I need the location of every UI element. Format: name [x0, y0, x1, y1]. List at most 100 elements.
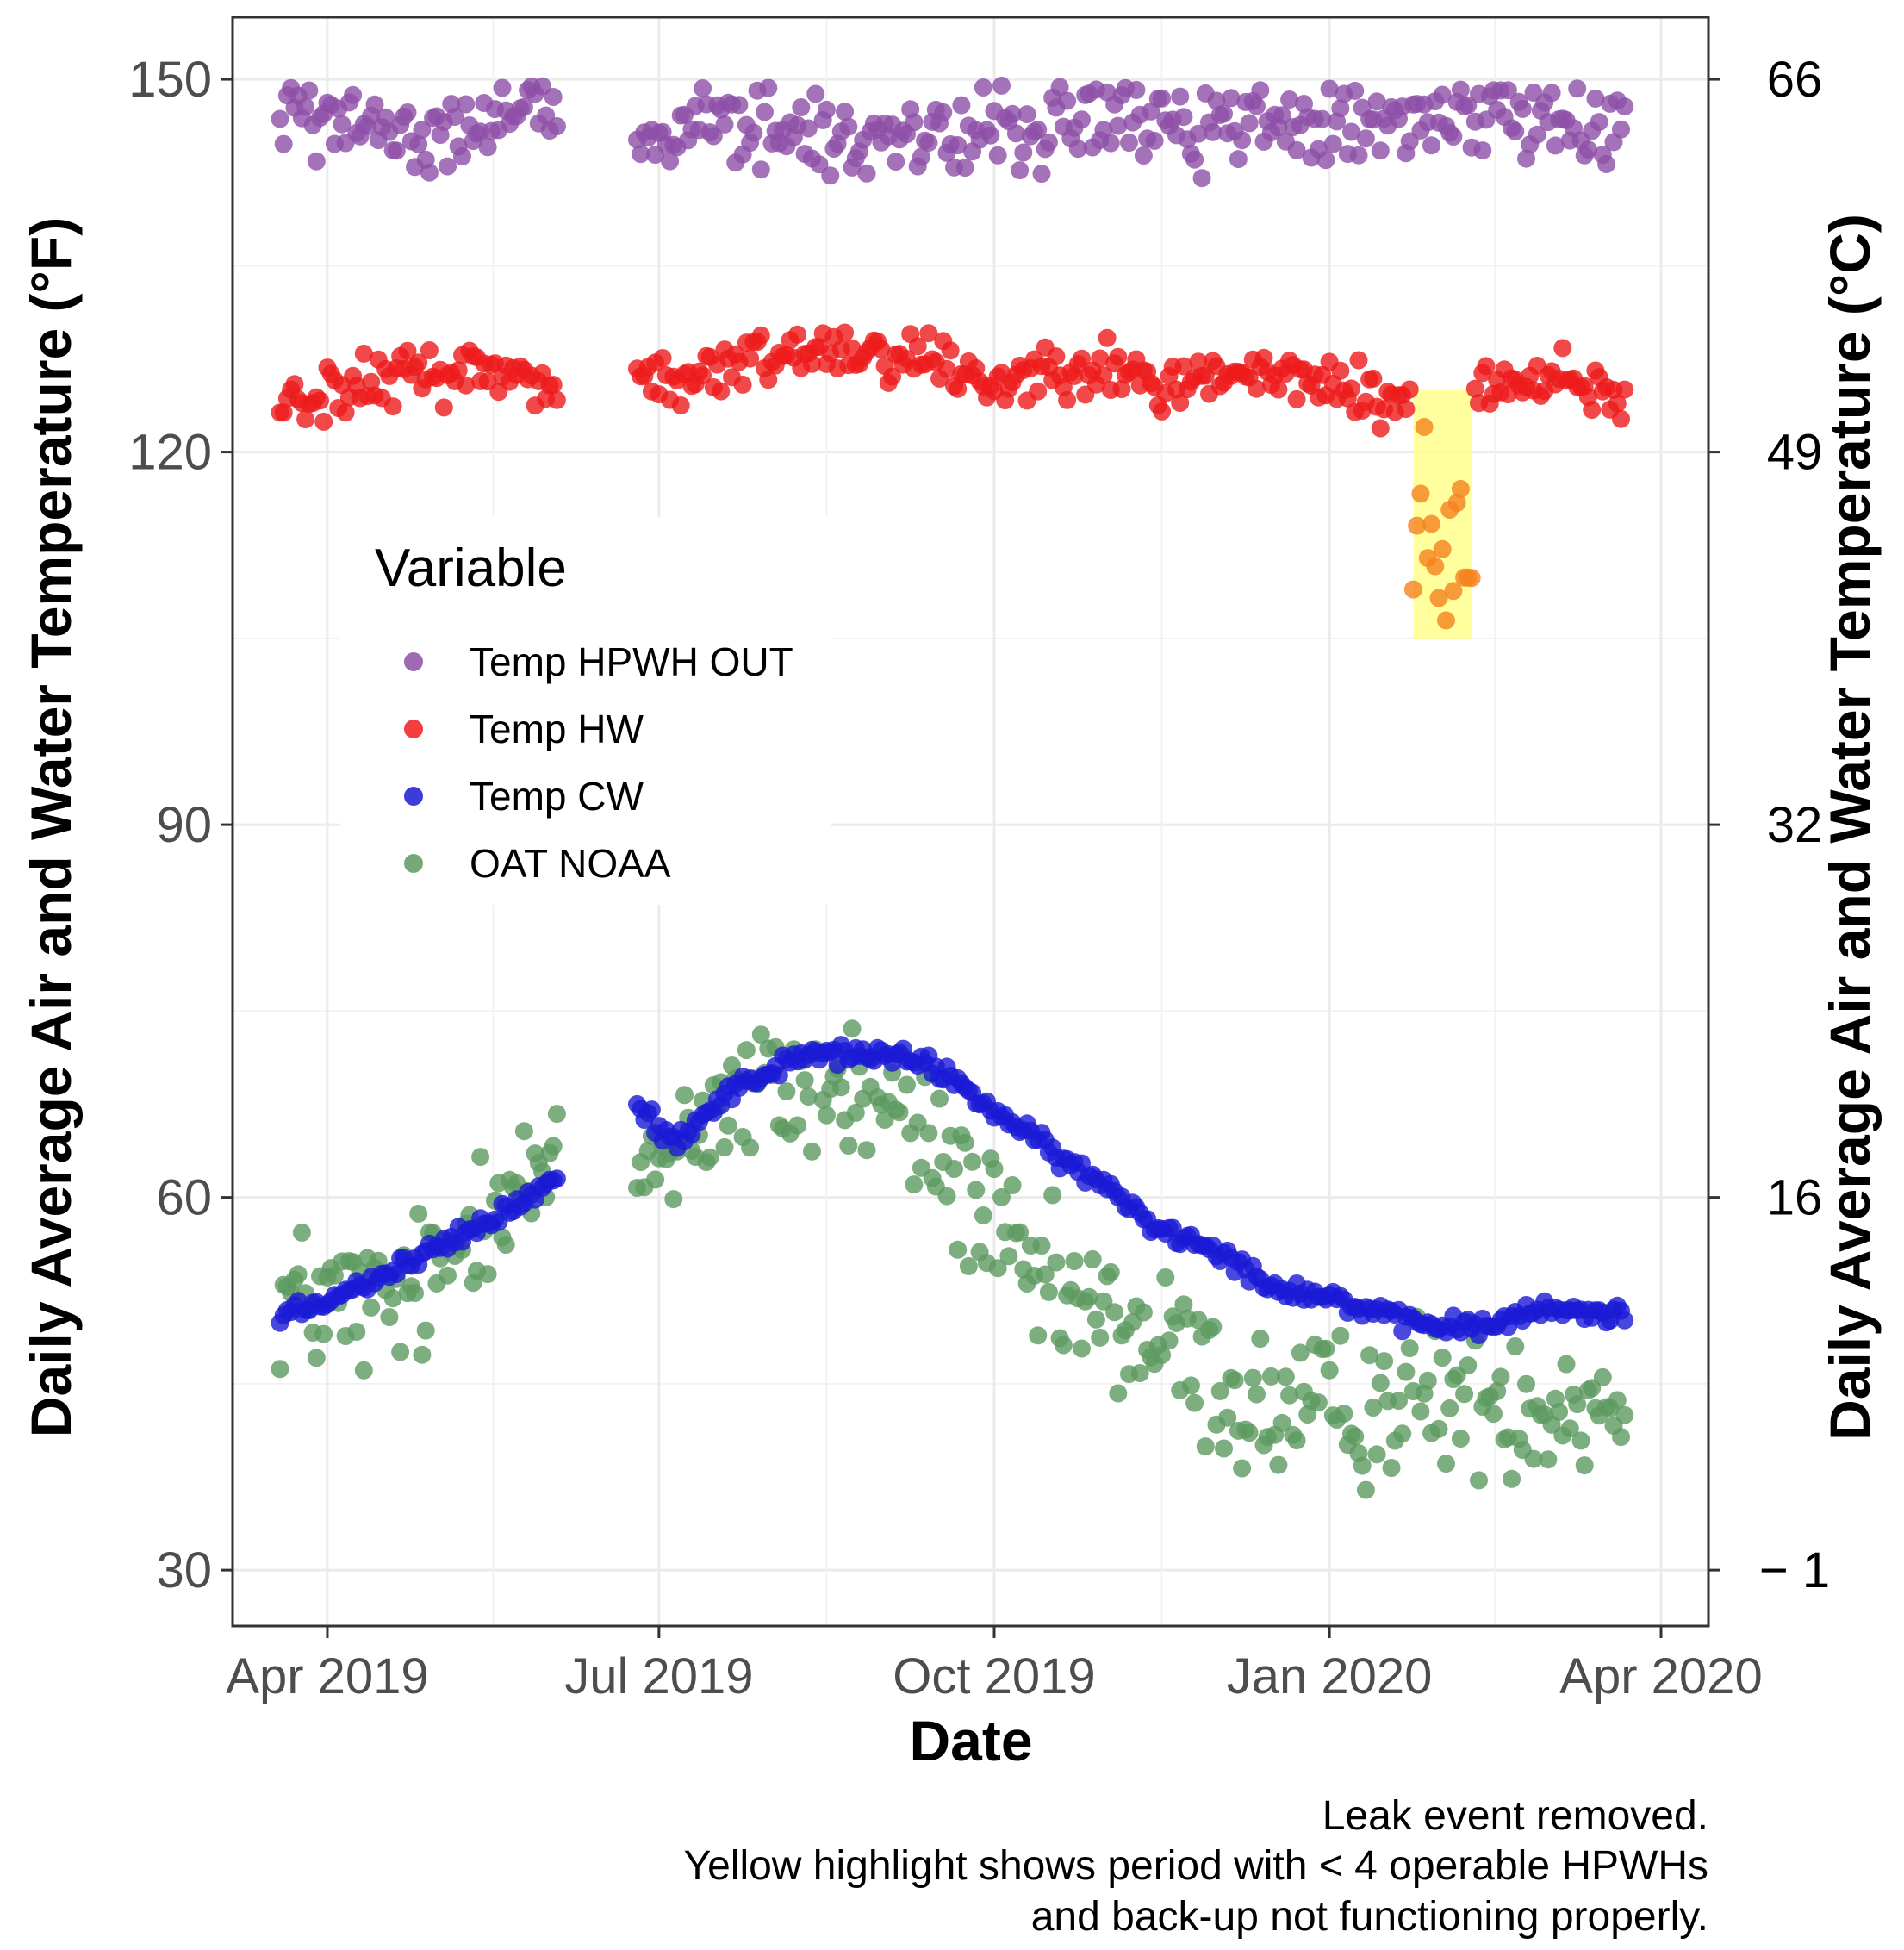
data-point: [1251, 1330, 1270, 1349]
data-point: [547, 390, 566, 409]
data-point: [1320, 79, 1339, 98]
data-point: [872, 340, 891, 358]
data-point: [1287, 1431, 1306, 1450]
data-point: [1218, 1408, 1237, 1427]
data-point: [646, 1170, 665, 1189]
data-point: [912, 147, 930, 166]
data-point: [817, 100, 836, 119]
data-point: [1477, 357, 1496, 376]
data-point: [704, 127, 723, 146]
data-point: [1426, 557, 1445, 576]
data-point: [1120, 134, 1138, 153]
data-point: [803, 354, 821, 373]
y-right-tick-label: − 1: [1759, 1542, 1830, 1598]
legend-label: Temp HW: [470, 707, 644, 751]
data-point: [300, 81, 319, 100]
data-point: [1459, 1356, 1478, 1375]
data-point: [1349, 146, 1368, 165]
data-point: [1153, 89, 1172, 108]
data-point: [898, 1075, 916, 1094]
data-point: [821, 166, 840, 185]
data-point: [1484, 1405, 1503, 1424]
data-point: [817, 1106, 836, 1125]
data-point: [1043, 1186, 1062, 1205]
data-point: [1323, 134, 1342, 153]
data-point: [1243, 1368, 1262, 1387]
data-point: [1029, 120, 1048, 139]
y-right-tick-label: 16: [1767, 1170, 1823, 1226]
data-point: [1364, 1399, 1383, 1417]
data-point: [949, 379, 968, 398]
data-point: [296, 410, 315, 429]
data-point: [383, 1289, 402, 1308]
data-point: [547, 1169, 566, 1188]
data-point: [544, 88, 563, 106]
data-point: [1608, 394, 1627, 413]
data-point: [1280, 90, 1299, 109]
data-point: [296, 97, 315, 116]
data-point: [1470, 1471, 1488, 1490]
data-point: [1353, 1456, 1372, 1475]
data-point: [883, 367, 902, 386]
data-point: [1415, 418, 1434, 436]
data-point: [1546, 136, 1565, 155]
data-point: [1254, 348, 1273, 367]
data-point: [988, 1259, 1007, 1278]
data-point: [1073, 110, 1091, 129]
data-point: [406, 1284, 424, 1303]
data-point: [733, 375, 752, 394]
data-point: [1506, 1337, 1525, 1355]
series-temp-cw: [271, 1036, 1634, 1344]
data-point: [1488, 1382, 1507, 1400]
data-point: [1094, 366, 1113, 385]
y-axis-title-left: Daily Average Air and Water Temperature …: [19, 217, 83, 1437]
data-point: [271, 1360, 289, 1379]
data-point: [675, 1086, 694, 1105]
data-point: [1287, 140, 1306, 159]
data-point: [398, 341, 417, 360]
data-point: [1240, 1424, 1259, 1442]
data-point: [981, 126, 1000, 145]
legend-key: [404, 652, 423, 671]
data-point: [1371, 141, 1390, 160]
data-point: [1054, 1336, 1073, 1355]
data-point: [1539, 1450, 1558, 1469]
data-point: [1593, 1367, 1612, 1386]
y-tick-label: 150: [128, 52, 212, 108]
data-point: [493, 78, 512, 97]
data-point: [934, 103, 953, 121]
data-point: [955, 159, 974, 178]
data-point: [1171, 394, 1190, 412]
data-point: [1134, 1303, 1153, 1322]
data-point: [1360, 1346, 1379, 1365]
data-point: [344, 85, 363, 104]
data-point: [788, 1116, 807, 1135]
data-point: [1612, 409, 1630, 428]
data-point: [642, 1100, 661, 1119]
data-point: [1400, 1339, 1419, 1358]
data-point: [1433, 539, 1452, 558]
data-point: [700, 1148, 719, 1167]
data-point: [1160, 1331, 1179, 1350]
data-point: [1039, 1282, 1058, 1301]
y-right-tick-label: 32: [1767, 797, 1823, 853]
data-point: [314, 412, 333, 431]
data-point: [751, 1025, 770, 1044]
data-point: [777, 1082, 796, 1100]
data-point: [1189, 124, 1208, 143]
data-point: [1371, 1374, 1390, 1392]
data-point: [1367, 1445, 1386, 1464]
data-point: [988, 146, 1007, 165]
data-point: [383, 397, 402, 416]
data-point: [1349, 351, 1368, 370]
data-point: [664, 1190, 683, 1209]
data-point: [1459, 96, 1478, 115]
data-point: [949, 1240, 968, 1259]
legend-label: Temp CW: [470, 774, 644, 819]
data-point: [836, 103, 855, 121]
data-point: [1393, 1424, 1412, 1443]
data-point: [1550, 1403, 1569, 1421]
data-point: [1215, 1439, 1233, 1458]
data-point: [1153, 402, 1172, 421]
data-point: [289, 1265, 308, 1284]
